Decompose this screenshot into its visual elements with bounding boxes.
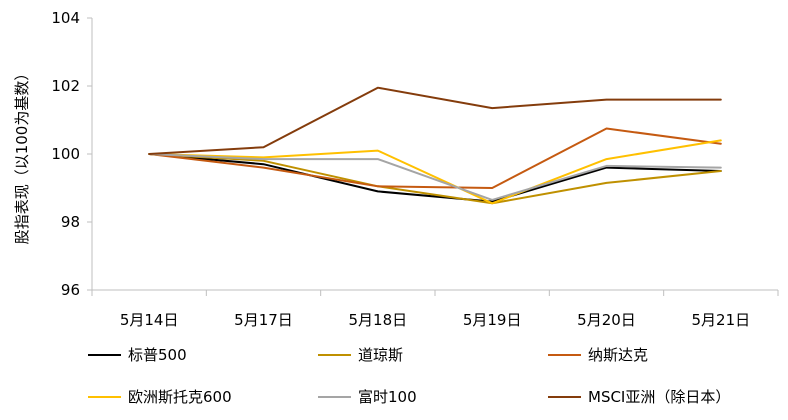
- legend-label: 标普500: [128, 346, 187, 364]
- x-tick-label: 5月21日: [692, 311, 751, 329]
- y-tick-label: 104: [51, 9, 80, 27]
- series-line-3: [148, 139, 722, 205]
- x-tick-label: 5月14日: [120, 311, 179, 329]
- x-tick-label: 5月19日: [463, 311, 522, 329]
- series-lines: [148, 86, 722, 205]
- series-line-1: [148, 153, 722, 205]
- series-line-4: [148, 153, 722, 201]
- series-line-2: [148, 127, 722, 189]
- y-axis-ticks: 96 98 100 102 104: [51, 9, 92, 299]
- y-tick-label: 96: [61, 281, 80, 299]
- x-tick-label: 5月20日: [577, 311, 636, 329]
- series-line-0: [148, 153, 722, 203]
- legend-label: 纳斯达克: [588, 346, 648, 364]
- x-tick-label: 5月17日: [234, 311, 293, 329]
- legend-label: 欧洲斯托克600: [128, 388, 232, 406]
- y-tick-label: 102: [51, 77, 80, 95]
- legend-label: MSCI亚洲（除日本）: [588, 388, 730, 406]
- x-axis-ticks: 5月14日 5月17日 5月18日 5月19日 5月20日 5月21日: [91, 290, 779, 329]
- legend-label: 道琼斯: [358, 346, 403, 364]
- series-line-5: [148, 86, 722, 155]
- legend-label: 富时100: [358, 388, 417, 406]
- y-tick-label: 100: [51, 145, 80, 163]
- y-tick-label: 98: [61, 213, 80, 231]
- x-tick-label: 5月18日: [349, 311, 408, 329]
- y-axis-label: 股指表现（以100为基数）: [13, 66, 31, 245]
